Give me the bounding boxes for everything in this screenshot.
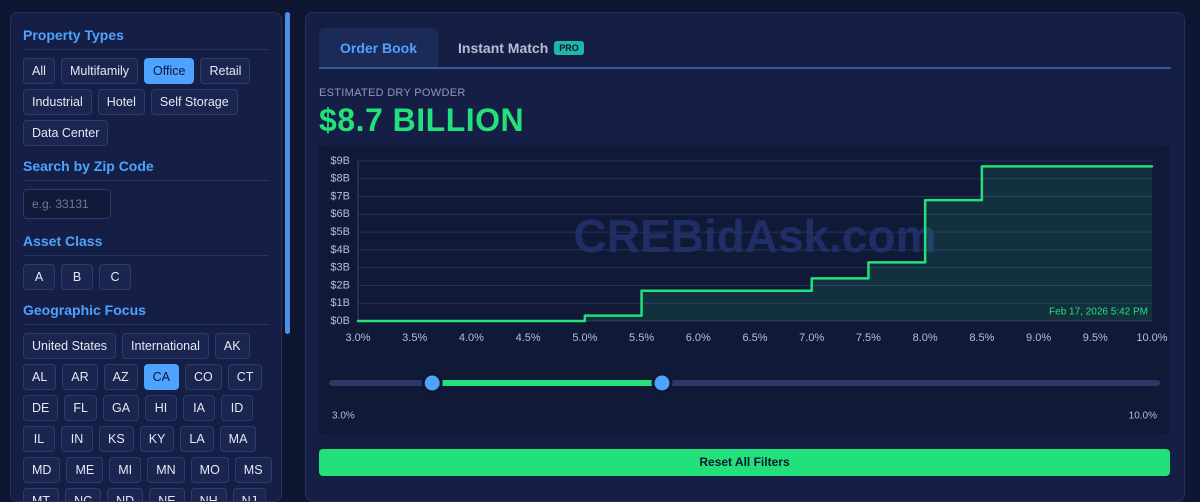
x-tick-label: 7.0%: [799, 332, 824, 344]
tab[interactable]: Order Book: [319, 28, 439, 67]
option-group: All Multifamily Office Retail Industrial Hote…: [23, 58, 273, 146]
section-title: Asset Class: [23, 233, 269, 256]
section-title: Search by Zip Code: [23, 158, 269, 181]
slider-handle[interactable]: [651, 372, 673, 394]
filter-button[interactable]: MI: [109, 457, 142, 483]
filter-button[interactable]: KY: [139, 426, 175, 452]
filter-button[interactable]: ME: [66, 457, 104, 483]
x-tick-label: 5.5%: [629, 332, 654, 344]
tab-label: Order Book: [340, 39, 418, 56]
filter-button[interactable]: C: [99, 264, 131, 290]
slider-handle[interactable]: [421, 372, 443, 394]
y-tick-label: $8B: [330, 173, 350, 185]
x-tick-label: 9.0%: [1026, 332, 1051, 344]
filter-button[interactable]: NE: [149, 488, 185, 501]
x-tick-label: 4.5%: [516, 332, 541, 344]
filter-button[interactable]: MT: [23, 488, 60, 501]
filter-button[interactable]: AZ: [103, 364, 138, 390]
y-tick-label: $6B: [330, 208, 350, 220]
filter-button[interactable]: A: [23, 264, 55, 290]
filter-button[interactable]: MO: [190, 457, 229, 483]
watermark: CREBidAsk.com: [574, 210, 937, 262]
filter-button[interactable]: ID: [221, 395, 254, 421]
filter-button[interactable]: HI: [145, 395, 178, 421]
filter-button[interactable]: All: [23, 58, 55, 84]
filter-button[interactable]: NC: [65, 488, 102, 501]
zip-input[interactable]: e.g. 33131: [23, 189, 111, 219]
filter-button[interactable]: AK: [214, 333, 250, 359]
metric-value: $8.7 BILLION: [319, 102, 525, 138]
filter-button[interactable]: CA: [143, 364, 180, 390]
x-tick-label: 10.0%: [1136, 332, 1167, 344]
area-fill: [358, 166, 1152, 321]
filter-button[interactable]: GA: [102, 395, 140, 421]
filter-button[interactable]: Hotel: [97, 89, 145, 115]
tabs: Order Book Instant Match PRO: [319, 28, 1171, 69]
filter-button[interactable]: MD: [23, 457, 61, 483]
filter-button[interactable]: AL: [23, 364, 57, 390]
filter-button[interactable]: IA: [183, 395, 216, 421]
tab-label: Instant Match: [458, 39, 549, 56]
x-tick-label: 5.0%: [572, 332, 597, 344]
filter-button[interactable]: DE: [23, 395, 59, 421]
x-tick-label: 8.5%: [969, 332, 994, 344]
filter-button[interactable]: MN: [147, 457, 185, 483]
filter-button[interactable]: FL: [64, 395, 97, 421]
filter-button[interactable]: AR: [62, 364, 98, 390]
filter-button[interactable]: IN: [61, 426, 93, 452]
x-tick-label: 7.5%: [856, 332, 881, 344]
slider-min-label: 3.0%: [332, 411, 355, 422]
option-group: United States International AK AL AR AZ CA CO CT…: [23, 333, 273, 501]
filter-button[interactable]: Industrial: [23, 89, 92, 115]
filter-button[interactable]: MS: [234, 457, 272, 483]
y-tick-label: $0B: [330, 315, 350, 327]
section-title: Geographic Focus: [23, 302, 269, 325]
tab[interactable]: Instant Match PRO: [438, 28, 604, 67]
filter-button[interactable]: MA: [219, 426, 257, 452]
filter-button[interactable]: Office: [144, 58, 195, 84]
y-tick-label: $4B: [330, 244, 350, 256]
section-title: Property Types: [23, 27, 269, 50]
x-tick-label: 9.5%: [1083, 332, 1108, 344]
filter-button[interactable]: Self Storage: [150, 89, 238, 115]
x-tick-label: 4.0%: [459, 332, 484, 344]
y-tick-label: $1B: [330, 297, 350, 309]
metric-label: ESTIMATED DRY POWDER: [319, 87, 466, 99]
reset-button[interactable]: Reset All Filters: [319, 449, 1170, 476]
filter-button[interactable]: IL: [23, 426, 55, 452]
x-tick-label: 3.5%: [402, 332, 427, 344]
chart: CREBidAsk.com $0B $1B $2B $3B $4B $5B $6B $7B $8B…: [318, 145, 1170, 435]
y-tick-label: $2B: [330, 279, 350, 291]
x-tick-label: 8.0%: [913, 332, 938, 344]
filter-button[interactable]: CT: [227, 364, 263, 390]
filter-button[interactable]: NH: [190, 488, 227, 501]
pro-badge: PRO: [554, 40, 584, 55]
filter-button[interactable]: B: [61, 264, 93, 290]
y-tick-label: $3B: [330, 262, 350, 274]
filter-button[interactable]: CO: [185, 364, 222, 390]
filter-button[interactable]: United States: [23, 333, 117, 359]
filter-button[interactable]: International: [122, 333, 209, 359]
y-tick-label: $7B: [330, 190, 350, 202]
filter-button[interactable]: Multifamily: [61, 58, 139, 84]
filter-button[interactable]: LA: [180, 426, 214, 452]
filter-sidebar: Property Types All Multifamily Office Retail…: [10, 12, 282, 502]
filter-button[interactable]: ND: [107, 488, 144, 501]
filter-button[interactable]: NJ: [232, 488, 266, 501]
x-tick-label: 3.0%: [345, 332, 370, 344]
scrollbar[interactable]: [285, 12, 290, 334]
timestamp: Feb 17, 2026 5:42 PM: [1049, 307, 1148, 318]
x-tick-label: 6.5%: [742, 332, 767, 344]
filter-button[interactable]: Retail: [200, 58, 251, 84]
y-tick-label: $9B: [330, 155, 350, 167]
slider-max-label: 10.0%: [1129, 411, 1157, 422]
filter-button[interactable]: KS: [99, 426, 134, 452]
x-tick-label: 6.0%: [686, 332, 711, 344]
filter-button[interactable]: Data Center: [23, 120, 109, 146]
page: Property Types All Multifamily Office Retail…: [10, 12, 1185, 502]
y-tick-label: $5B: [330, 226, 350, 238]
